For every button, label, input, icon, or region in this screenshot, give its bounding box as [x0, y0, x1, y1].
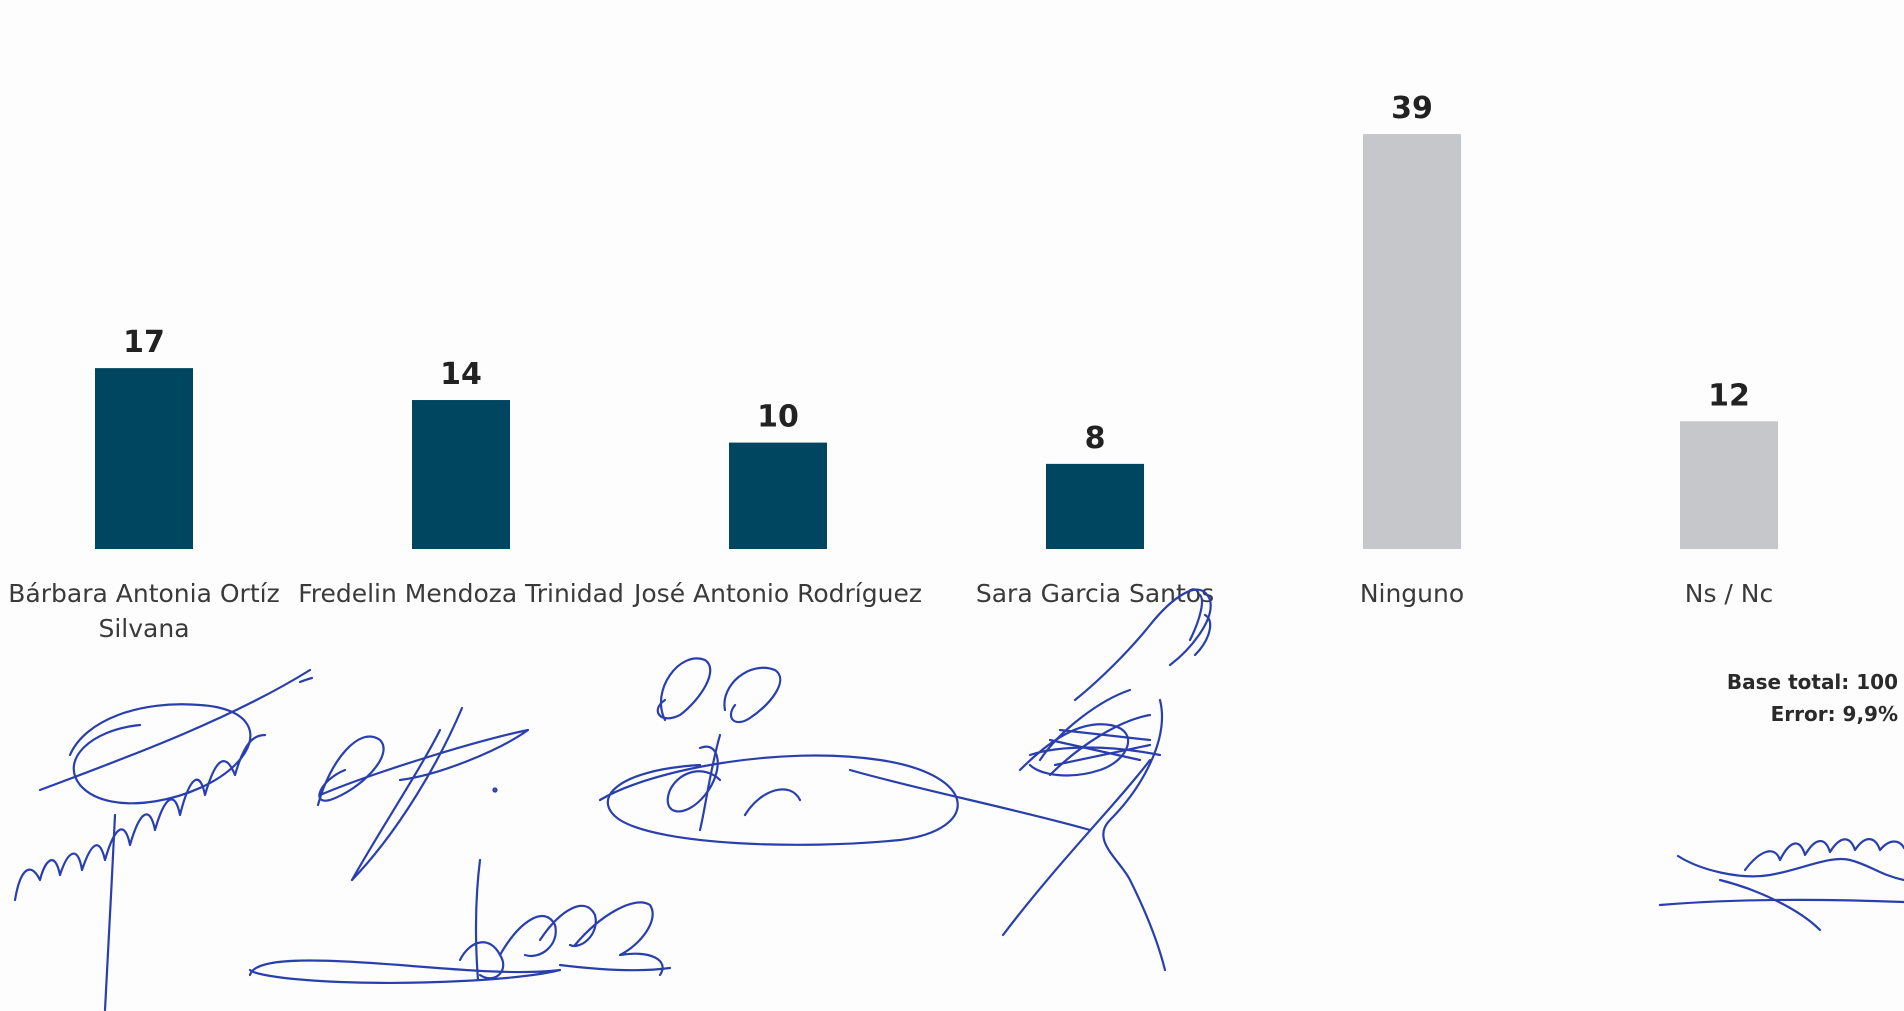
category-label-3: José Antonio Rodríguez: [632, 579, 922, 608]
data-label-4: 8: [1085, 421, 1106, 456]
data-label-3: 10: [757, 400, 799, 435]
error-margin-text: Error: 9,9%: [1727, 698, 1898, 730]
bar-4: [1046, 464, 1144, 549]
bar-2: [412, 400, 510, 549]
category-label-1-line-2: Silvana: [98, 614, 189, 643]
bar-1: [95, 368, 193, 549]
category-label-2: Fredelin Mendoza Trinidad: [298, 579, 624, 608]
data-label-1: 17: [123, 325, 165, 360]
chart-footnote: Base total: 100 Error: 9,9%: [1727, 666, 1898, 730]
bar-3: [729, 443, 827, 549]
data-label-6: 12: [1708, 378, 1750, 413]
category-label-6: Ns / Nc: [1685, 579, 1774, 608]
category-label-1-line-1: Bárbara Antonia Ortíz: [8, 579, 279, 608]
category-label-5: Ninguno: [1360, 579, 1464, 608]
data-label-5: 39: [1391, 91, 1433, 126]
bar-6: [1680, 421, 1778, 549]
bar-5: [1363, 134, 1461, 549]
data-label-2: 14: [440, 357, 482, 392]
category-label-4: Sara Garcia Santos: [976, 579, 1214, 608]
base-total-text: Base total: 100: [1727, 666, 1898, 698]
